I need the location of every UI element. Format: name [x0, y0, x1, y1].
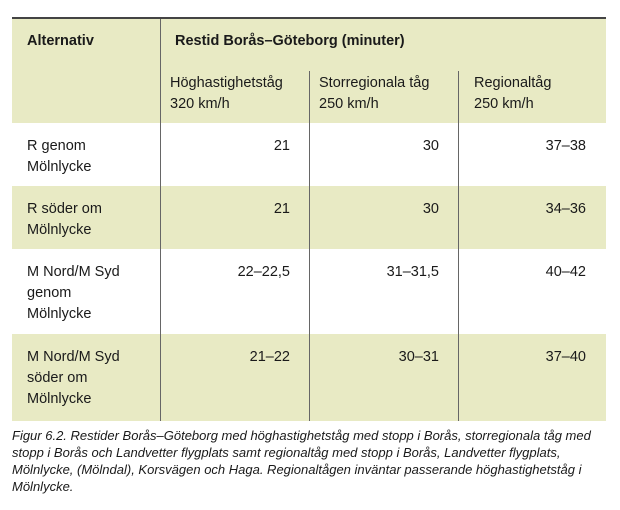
column-header: Höghastighetståg 320 km/h [170, 75, 283, 112]
value-cell: 37–40 [545, 349, 586, 365]
value-cell: 30 [422, 138, 439, 154]
value-cell: 21 [273, 138, 290, 154]
table-row: M Nord/M Syd söder om Mölnlycke 21–22 30–31 3… [12, 334, 606, 421]
figure-caption: Figur 6.2. Restider Borås–Göteborg med h… [12, 428, 591, 494]
value-cell: 30–31 [398, 349, 439, 365]
value-cell: 22–22,5 [237, 264, 290, 280]
value-cell: 21–22 [249, 349, 290, 365]
value-cell: 34–36 [545, 201, 586, 217]
value-cell: 37–38 [545, 138, 586, 154]
alternative-cell: R söder om Mölnlycke [27, 201, 102, 238]
header-alternativ: Alternativ [27, 33, 94, 49]
alternative-cell: R genom Mölnlycke [27, 138, 92, 175]
alternative-cell: M Nord/M Syd söder om Mölnlycke [27, 349, 120, 407]
value-cell: 40–42 [545, 264, 586, 280]
alternative-cell: M Nord/M Syd genom Mölnlycke [27, 264, 120, 322]
table-row: M Nord/M Syd genom Mölnlycke 22–22,5 31–31,5… [12, 249, 606, 334]
header-group: Restid Borås–Göteborg (minuter) [175, 33, 405, 49]
value-cell: 30 [422, 201, 439, 217]
value-cell: 21 [273, 201, 290, 217]
column-header: Storregionala tåg 250 km/h [319, 75, 430, 112]
value-cell: 31–31,5 [386, 264, 439, 280]
travel-time-table: Alternativ Restid Borås–Göteborg (minute… [12, 17, 606, 421]
column-header: Regionaltåg 250 km/h [474, 75, 552, 112]
table-row: R genom Mölnlycke 21 30 37–38 [12, 123, 606, 186]
table-row: R söder om Mölnlycke 21 30 34–36 [12, 186, 606, 249]
table-header: Alternativ Restid Borås–Göteborg (minute… [12, 19, 606, 123]
